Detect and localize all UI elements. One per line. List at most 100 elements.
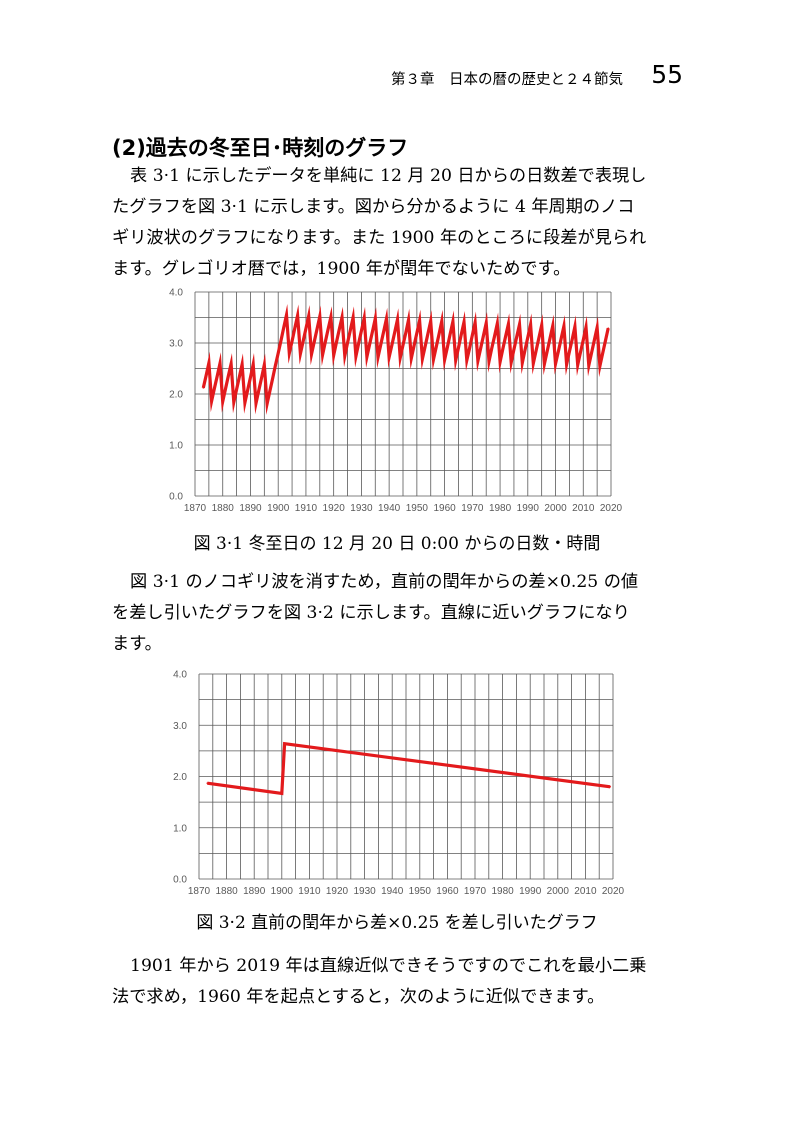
data-point <box>490 347 493 350</box>
data-point <box>546 350 549 352</box>
section-title: (2)過去の冬至日･時刻のグラフ <box>112 136 409 160</box>
data-point <box>532 362 535 365</box>
data-point <box>599 365 601 367</box>
data-point <box>504 335 507 338</box>
data-point <box>277 352 280 354</box>
data-point <box>579 351 582 353</box>
y-tick-label: 1.0 <box>169 441 183 452</box>
data-point <box>210 400 213 402</box>
data-point <box>280 339 282 342</box>
chart-gridlines <box>198 673 614 880</box>
y-tick-label: 2.0 <box>173 772 187 783</box>
data-point <box>607 327 610 330</box>
data-point <box>496 322 499 325</box>
data-point <box>310 353 313 356</box>
figure-3-2: 0.0 1.0 2.0 3.0 4.0 1870 1880 1890 1900 1910 1920 1… <box>0 662 794 902</box>
data-point <box>221 400 224 403</box>
paragraph-line: ギリ波状のグラフになります。また 1900 年のところに段差が見られ <box>112 228 647 248</box>
data-point <box>515 336 518 338</box>
figure-3-1-caption: 図 3·1 冬至日の 12 月 20 日 0:00 からの日数・時間 <box>193 534 601 554</box>
data-point <box>454 359 457 362</box>
x-tick-label: 2000 <box>547 886 570 897</box>
data-point <box>296 314 299 317</box>
data-point <box>366 355 368 358</box>
data-point <box>551 324 554 327</box>
data-point <box>518 323 521 326</box>
data-point <box>502 348 504 350</box>
data-point <box>330 316 332 318</box>
data-point <box>601 352 604 354</box>
x-tick-label: 1940 <box>381 886 404 897</box>
data-point <box>283 742 286 745</box>
data-point <box>427 332 429 335</box>
data-point <box>529 323 532 326</box>
data-point <box>205 374 207 377</box>
data-point <box>435 345 438 348</box>
data-point <box>252 363 255 366</box>
paragraph-line: ます。グレゴリオ暦では，1900 年が閏年でないためです。 <box>112 259 571 279</box>
data-point <box>208 362 210 364</box>
data-point <box>238 375 241 378</box>
chart-3-2: 0.0 1.0 2.0 3.0 4.0 1870 1880 1890 1900 1910 1920 1… <box>173 670 625 898</box>
data-point <box>416 332 418 334</box>
data-point <box>271 377 274 379</box>
data-point <box>371 330 374 333</box>
data-point <box>446 764 449 767</box>
data-point <box>441 320 443 322</box>
y-tick-label: 3.0 <box>169 339 183 350</box>
data-point <box>585 326 587 328</box>
data-point <box>565 363 568 366</box>
x-tick-label: 1900 <box>271 886 294 897</box>
paragraph-line: 法で求め，1960 年を起点とすると，次のように近似できます。 <box>112 987 605 1007</box>
data-point <box>538 337 540 339</box>
x-tick-label: 1960 <box>433 503 456 514</box>
x-tick-label: 1920 <box>326 886 349 897</box>
data-point <box>216 375 218 377</box>
data-point <box>563 325 565 327</box>
data-point <box>474 321 476 324</box>
data-point <box>485 322 488 324</box>
figure-3-2-caption: 図 3·2 直前の閏年から差×0.25 を差し引いたグラフ <box>196 913 598 933</box>
data-point <box>410 357 413 360</box>
y-tick-label: 3.0 <box>173 721 187 732</box>
data-point <box>407 319 410 321</box>
x-tick-label: 1960 <box>436 886 459 897</box>
data-point <box>507 323 510 325</box>
paragraph-line: 1901 年から 2019 年は直線近似できそうですのでこれを最小二乗 <box>130 956 647 976</box>
data-point <box>224 388 227 390</box>
x-tick-label: 2000 <box>544 503 567 514</box>
y-tick-label: 4.0 <box>173 670 187 681</box>
data-point <box>596 326 598 329</box>
paragraph-2: 図 3·1 のノコギリ波を消すため，直前の閏年からの差×0.25 の値 を差し引… <box>112 567 687 660</box>
data-point <box>302 340 304 342</box>
y-tick-label: 2.0 <box>169 390 183 401</box>
x-tick-label: 2020 <box>600 503 623 514</box>
x-tick-label: 1950 <box>406 503 429 514</box>
data-point <box>576 364 579 366</box>
data-point <box>291 340 293 342</box>
data-point <box>549 337 551 340</box>
x-tick-label: 2020 <box>602 886 625 897</box>
data-point <box>313 340 316 343</box>
data-point <box>493 335 496 338</box>
data-point <box>357 342 360 345</box>
data-point <box>377 356 379 359</box>
chart-3-1: 0.0 1.0 2.0 3.0 4.0 1870 1880 1890 1900 1910 1920 1… <box>169 288 623 515</box>
data-point <box>557 350 560 353</box>
y-tick-label: 0.0 <box>173 875 187 886</box>
data-point <box>355 355 357 358</box>
data-point <box>346 342 349 344</box>
data-point <box>363 317 365 319</box>
data-point <box>368 343 371 345</box>
data-point <box>396 318 399 321</box>
data-point <box>438 333 440 335</box>
paragraph-line: たグラフを図 3·1 に示します。図から分かるように 4 年周期のノコ <box>112 197 635 217</box>
data-point <box>299 352 302 355</box>
data-point <box>230 363 232 365</box>
data-point <box>255 402 257 404</box>
data-point <box>233 401 235 403</box>
x-tick-label: 1990 <box>519 886 542 897</box>
x-tick-label: 1990 <box>517 503 540 514</box>
x-tick-label: 1980 <box>489 503 512 514</box>
data-point <box>463 321 465 323</box>
